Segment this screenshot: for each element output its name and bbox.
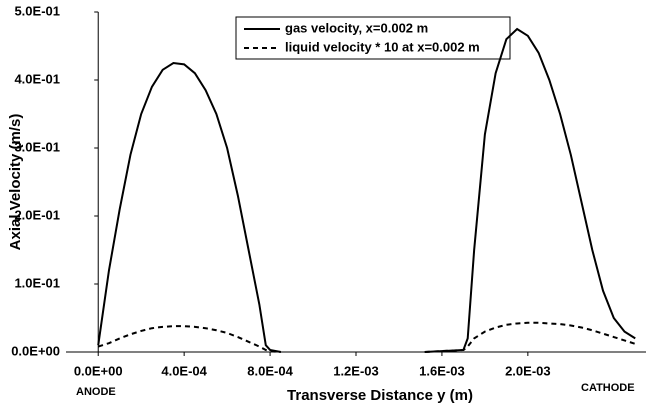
x-axis-label: Transverse Distance y (m) — [287, 387, 473, 404]
legend-box — [235, 16, 511, 60]
series-line — [424, 27, 636, 353]
annotation: CATHODE — [581, 382, 635, 394]
x-tick-label: 2.0E-03 — [505, 363, 551, 378]
x-tick-label: 8.0E-04 — [247, 363, 293, 378]
y-tick-label: 3.0E-01 — [14, 139, 60, 154]
series-line — [97, 61, 282, 353]
x-tick-label: 1.2E-03 — [333, 363, 379, 378]
annotation: ANODE — [76, 386, 116, 398]
y-tick-label: 0.0E+00 — [11, 343, 60, 358]
x-tick-label: 0.0E+00 — [74, 363, 123, 378]
y-tick-label: 2.0E-01 — [14, 207, 60, 222]
y-tick-label: 1.0E-01 — [14, 275, 60, 290]
y-axis-label: Axial Velocity (m/s) — [7, 114, 24, 251]
series-line — [424, 321, 636, 353]
legend-label: liquid velocity * 10 at x=0.002 m — [285, 39, 480, 54]
x-tick-label: 1.6E-03 — [419, 363, 465, 378]
y-tick-label: 5.0E-01 — [14, 3, 60, 18]
series-line — [97, 325, 281, 353]
x-tick-label: 4.0E-04 — [161, 363, 207, 378]
legend-label: gas velocity, x=0.002 m — [285, 20, 428, 35]
y-tick-label: 4.0E-01 — [14, 71, 60, 86]
